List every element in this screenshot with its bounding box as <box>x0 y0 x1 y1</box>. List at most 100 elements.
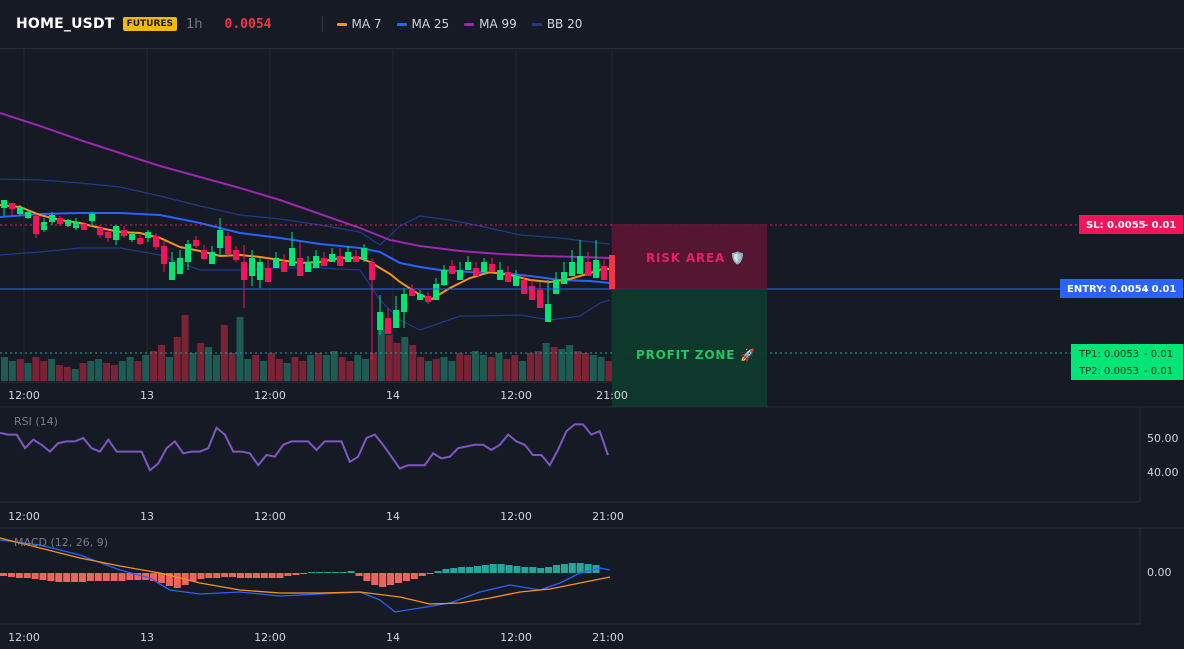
candle-body <box>249 258 255 276</box>
macd-histogram-bar <box>213 573 221 578</box>
candle-body <box>409 290 415 296</box>
macd-histogram-bar <box>0 573 7 576</box>
symbol-name[interactable]: HOME_USDT <box>16 16 115 32</box>
candle-body <box>425 296 431 302</box>
volume-bar <box>63 367 71 381</box>
rsi-line <box>0 423 609 472</box>
tp1-tag-size: - 0.01 <box>1144 349 1173 360</box>
macd-histogram-bar <box>308 572 316 573</box>
volume-bar <box>16 359 24 381</box>
macd-histogram-bar <box>197 573 205 579</box>
header-divider <box>321 16 323 32</box>
volume-bar <box>534 351 542 381</box>
interval-selector[interactable]: 1h <box>186 16 203 32</box>
volume-bar <box>95 359 103 381</box>
profit-zone[interactable] <box>612 290 767 407</box>
volume-bar <box>87 361 95 381</box>
candle-body <box>153 236 159 247</box>
macd-histogram-bar <box>300 573 308 574</box>
candle-body <box>57 218 63 224</box>
candle-body <box>209 252 215 264</box>
volume-bar <box>205 347 213 381</box>
candle-body <box>169 262 175 280</box>
macd-histogram-bar <box>521 567 529 573</box>
position-marker <box>609 255 615 289</box>
risk-zone-label: RISK AREA 🛡️ <box>646 251 746 265</box>
sl-tag[interactable] <box>1079 215 1183 234</box>
volume-bar <box>393 343 401 381</box>
rsi-pane[interactable]: RSI (14) 50.00 40.00 12:00 13 12:00 14 1… <box>0 406 1184 523</box>
rsi-time-label: 12:00 <box>254 510 286 523</box>
macd-histogram-bar <box>237 573 244 578</box>
macd-signal-line <box>0 537 611 605</box>
legend-bb20[interactable]: BB 20 <box>531 17 582 31</box>
volume-bar <box>597 357 605 381</box>
futures-badge: FUTURES <box>122 17 178 31</box>
macd-histogram <box>0 563 600 588</box>
volume-bar <box>315 353 322 381</box>
volume-bar <box>252 355 260 381</box>
candle-body <box>529 286 535 300</box>
volume-bar <box>267 353 275 381</box>
volume-bar <box>503 359 511 381</box>
entry-tag-label: ENTRY: 0.0054 <box>1067 284 1149 295</box>
main-grid <box>23 49 613 382</box>
bb20-swatch <box>531 22 542 26</box>
macd-histogram-bar <box>481 565 489 573</box>
volume-bar <box>487 357 495 381</box>
candle-body <box>81 224 87 230</box>
macd-pane[interactable]: MACD (12, 26, 9) 0.00 12:00 13 12:00 14 … <box>0 527 1184 644</box>
candle-body <box>137 238 143 244</box>
volume-bar <box>1 357 8 381</box>
ma99-swatch <box>464 22 475 26</box>
candle-body <box>561 272 567 284</box>
macd-histogram-bar <box>150 573 158 581</box>
volume-bar <box>448 361 456 381</box>
candle-body <box>25 212 31 218</box>
legend-ma7[interactable]: MA 7 <box>336 17 382 31</box>
macd-histogram-bar <box>466 567 474 573</box>
candle-body <box>17 208 23 214</box>
candle-body <box>233 250 239 260</box>
candle-body <box>513 276 519 286</box>
candle-body <box>305 262 311 272</box>
entry-tag[interactable] <box>1060 279 1183 298</box>
candle-body <box>201 250 207 259</box>
tp-tag[interactable] <box>1071 344 1183 380</box>
volume-bar <box>338 357 346 381</box>
candle-body <box>329 254 335 262</box>
legend-ma99[interactable]: MA 99 <box>464 17 517 31</box>
rsi-time-label: 21:00 <box>592 510 624 523</box>
profit-zone-label: PROFIT ZONE 🚀 <box>636 348 756 362</box>
macd-histogram-bar <box>418 573 426 576</box>
volume-bar <box>479 355 487 381</box>
volume-bar <box>291 357 299 381</box>
macd-histogram-bar <box>426 573 434 574</box>
candle-body <box>497 270 503 280</box>
candle-body <box>417 294 423 300</box>
ma7-swatch <box>336 22 347 26</box>
volume-bar <box>244 359 252 381</box>
tp1-tag-label: TP1: 0.0053 <box>1078 349 1139 360</box>
candle-body <box>129 234 135 240</box>
macd-histogram-bar <box>189 573 197 581</box>
candle-body <box>449 266 455 274</box>
macd-histogram-bar <box>529 567 537 573</box>
macd-histogram-bar <box>15 573 23 578</box>
candle-body <box>257 262 263 280</box>
volume-bar <box>456 353 464 381</box>
main-time-label: 12:00 <box>8 389 40 402</box>
risk-zone[interactable] <box>612 224 767 290</box>
candle-body <box>489 264 495 272</box>
main-pane[interactable]: RISK AREA 🛡️ PROFIT ZONE 🚀 SL: 0.0055 - … <box>0 49 1184 407</box>
macd-histogram-bar <box>110 573 118 581</box>
volume-bar <box>409 345 417 381</box>
legend-ma25[interactable]: MA 25 <box>396 17 449 31</box>
macd-histogram-bar <box>355 573 363 576</box>
volume-bar <box>526 353 534 381</box>
macd-histogram-bar <box>505 565 513 573</box>
macd-histogram-bar <box>94 573 102 581</box>
volume-bar <box>519 361 527 381</box>
macd-histogram-bar <box>450 568 458 573</box>
